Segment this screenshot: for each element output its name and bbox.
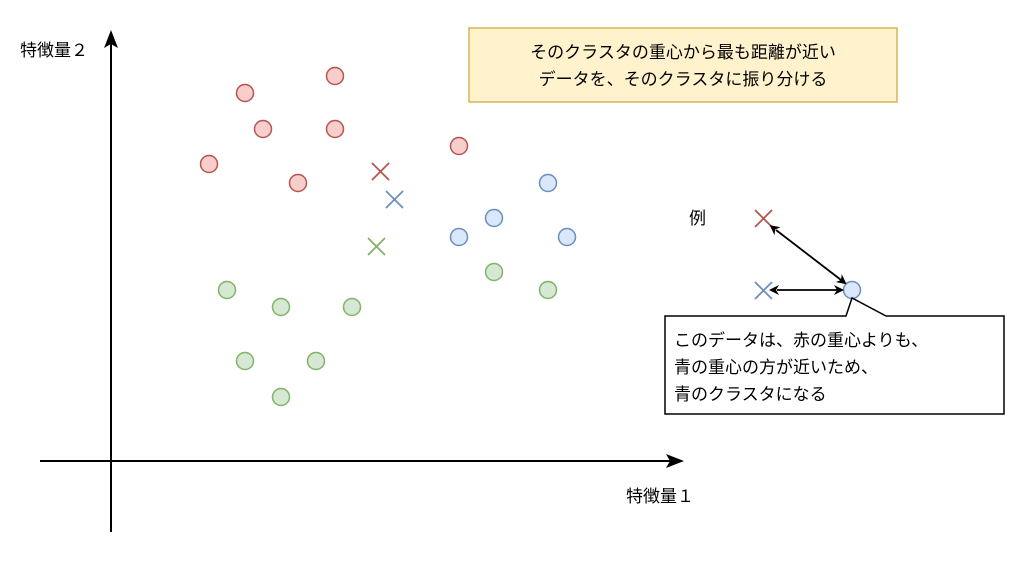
- red-point: [325, 119, 345, 139]
- note-box-background: [468, 27, 898, 103]
- example-label: 例: [689, 209, 706, 229]
- green-point: [271, 297, 291, 317]
- red-point: [288, 173, 308, 193]
- blue-point: [484, 208, 504, 228]
- callout-box: このデータは、赤の重心よりも、 青の重心の方が近いため、 青のクラスタになる: [664, 296, 1005, 415]
- green-point: [306, 351, 326, 371]
- callout-line-3: 青のクラスタになる: [674, 385, 827, 405]
- y-axis-arrow-icon: [104, 30, 118, 48]
- red-centroid-x-mark-icon: [371, 162, 390, 181]
- green-point: [538, 280, 558, 300]
- example-section: 例: [689, 209, 862, 300]
- x-axis-label: 特徴量１: [626, 487, 694, 507]
- distance-to-red-arrow-icon: [769, 225, 847, 285]
- blue-centroid-x-mark-icon: [385, 190, 404, 209]
- green-cluster: [217, 262, 558, 407]
- red-point: [199, 154, 219, 174]
- example-red-centroid-x-mark-icon: [754, 209, 773, 228]
- callout-line-2: 青の重心の方が近いため、: [674, 358, 878, 378]
- red-cluster: [199, 66, 469, 193]
- callout-background: [664, 296, 1005, 415]
- note-line-1: そのクラスタの重心から最も距離が近い: [530, 43, 836, 63]
- y-axis-label: 特徴量２: [20, 41, 88, 61]
- example-blue-centroid-x-mark-icon: [754, 281, 773, 300]
- blue-cluster: [449, 173, 577, 247]
- axes: 特徴量２ 特徴量１: [20, 30, 694, 532]
- note-box: そのクラスタの重心から最も距離が近い データを、そのクラスタに振り分ける: [468, 27, 898, 103]
- blue-point: [449, 227, 469, 247]
- red-point: [253, 119, 273, 139]
- green-point: [484, 262, 504, 282]
- green-point: [271, 387, 291, 407]
- red-point: [235, 83, 255, 103]
- blue-point: [557, 227, 577, 247]
- green-point: [235, 351, 255, 371]
- x-axis-arrow-icon: [666, 454, 684, 468]
- note-line-2: データを、そのクラスタに振り分ける: [539, 69, 828, 90]
- red-point: [449, 136, 469, 156]
- blue-point: [538, 173, 558, 193]
- green-centroid-x-mark-icon: [367, 237, 386, 256]
- callout-line-1: このデータは、赤の重心よりも、: [674, 330, 928, 351]
- red-point: [325, 66, 345, 86]
- green-point: [342, 297, 362, 317]
- green-point: [217, 280, 237, 300]
- example-blue-point: [842, 280, 862, 300]
